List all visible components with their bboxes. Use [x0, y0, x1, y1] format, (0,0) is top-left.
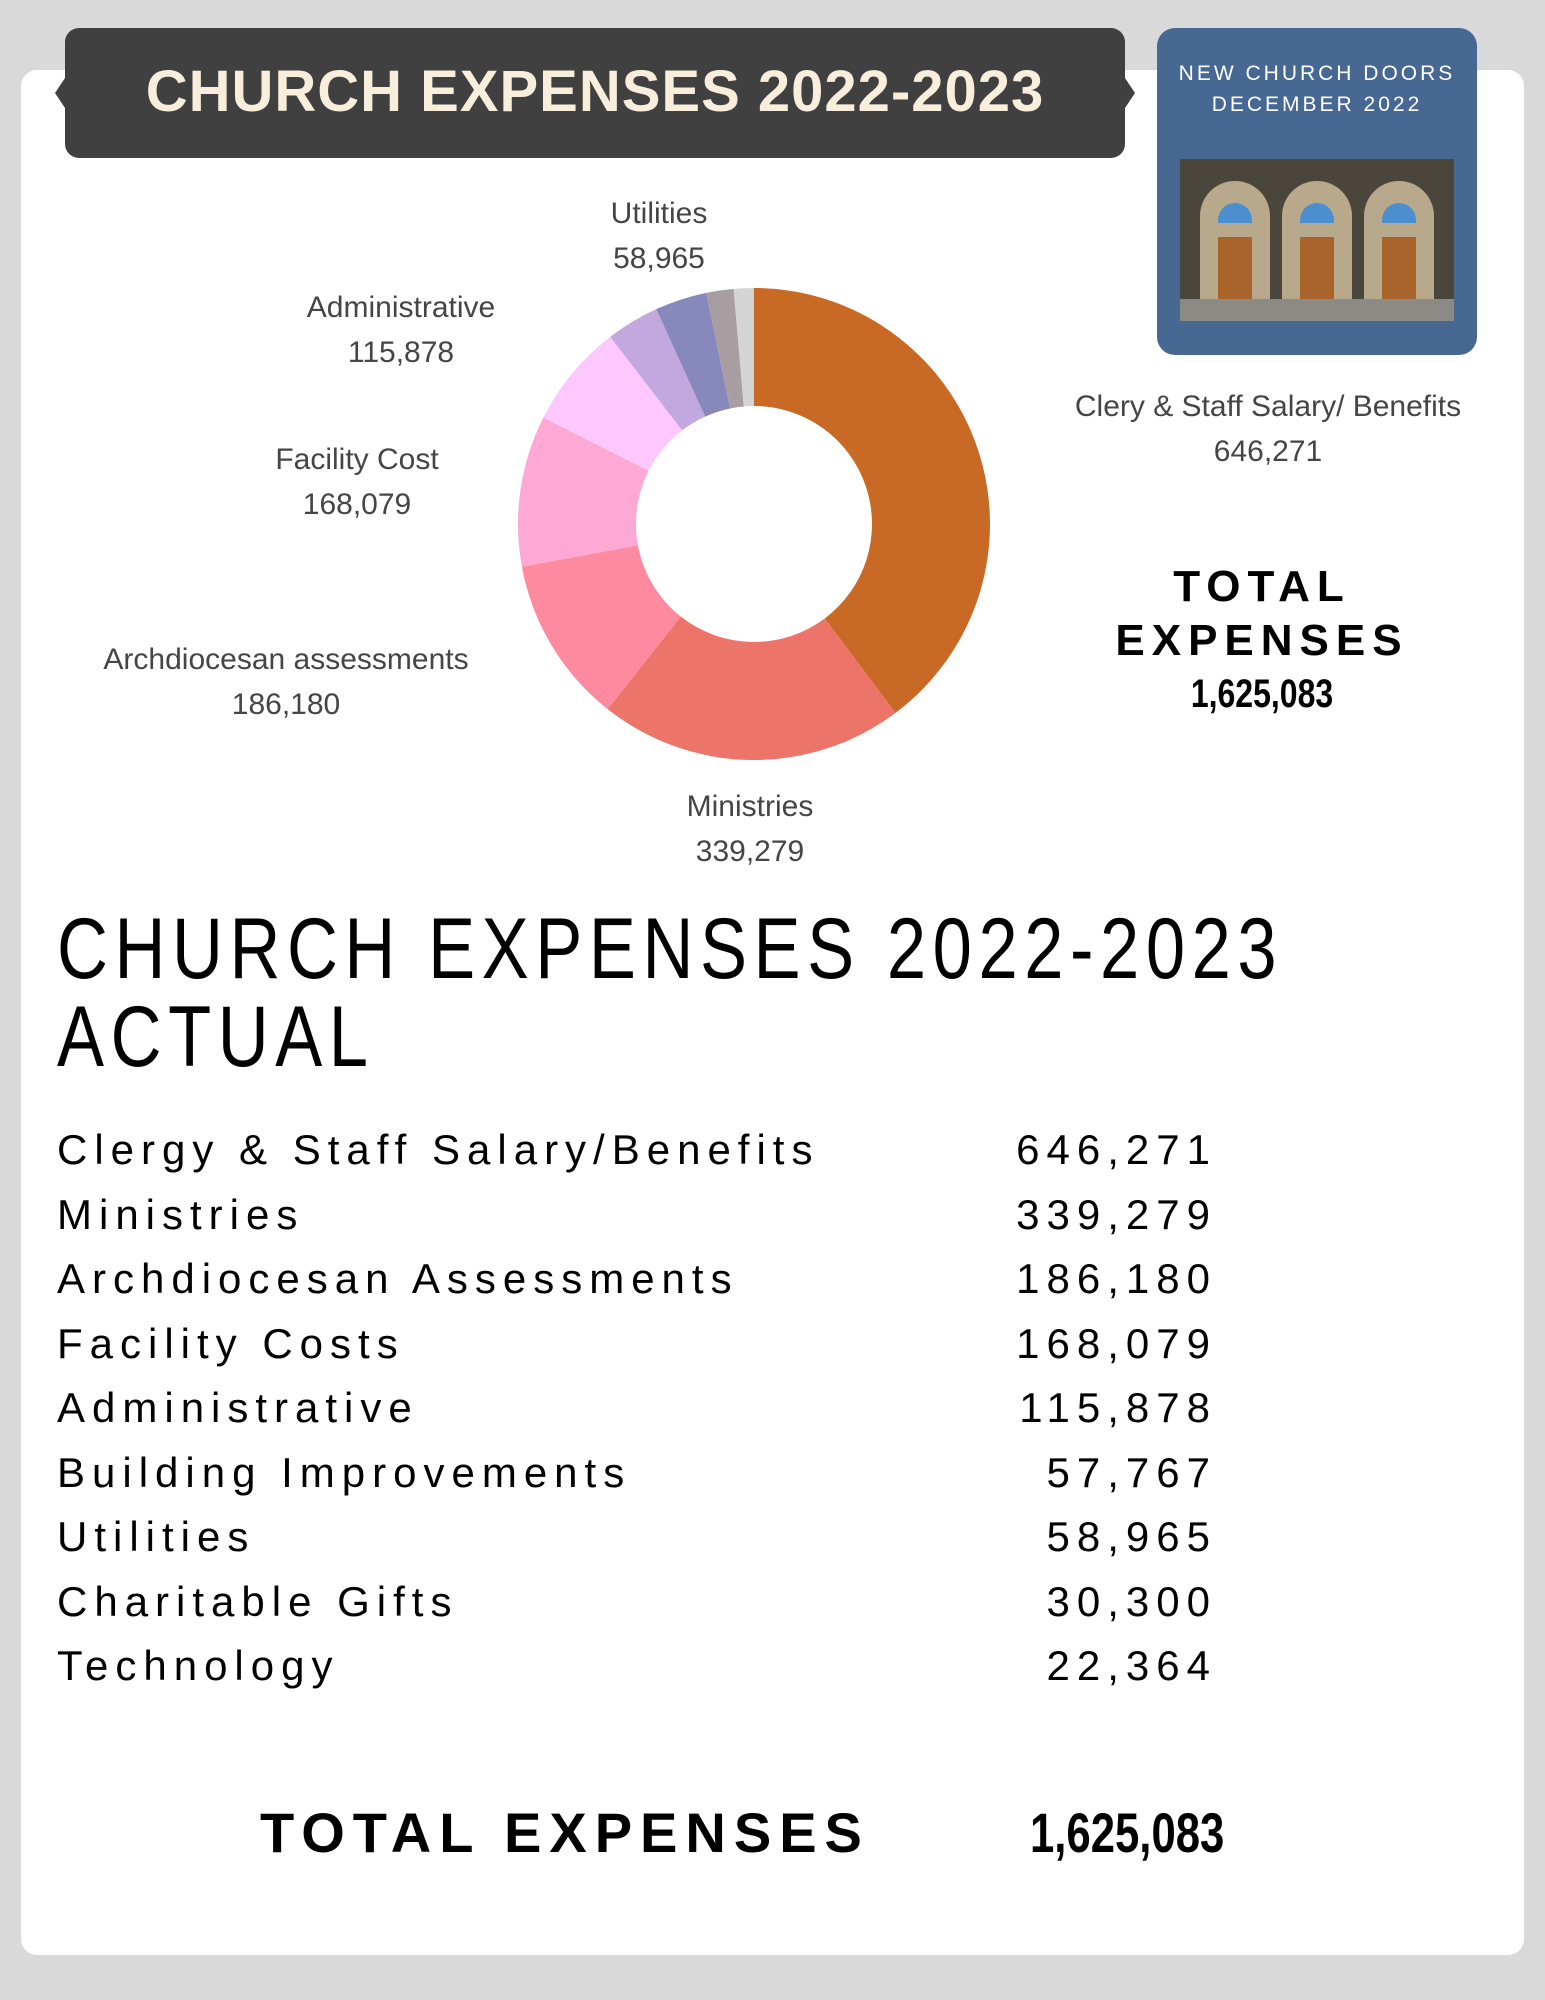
row-value: 339,279 — [1016, 1190, 1217, 1238]
expense-table: Clergy & Staff Salary/Benefits 646,271 Min… — [57, 1118, 1217, 1699]
grand-total-value: 1,625,083 — [1030, 1801, 1225, 1864]
row-value: 58,965 — [1046, 1513, 1217, 1561]
row-label: Administrative — [57, 1384, 419, 1432]
row-value: 57,767 — [1046, 1448, 1217, 1496]
table-row: Facility Costs 168,079 — [57, 1312, 1217, 1377]
label-ministries: Ministries 339,279 — [686, 790, 814, 868]
donut-slice-clery-staff-salary-benefits — [754, 288, 990, 713]
row-value: 30,300 — [1046, 1577, 1217, 1625]
church-doors-photo — [1180, 159, 1454, 321]
grand-total-label: TOTAL EXPENSES — [260, 1801, 870, 1864]
side-total-value: 1,625,083 — [1190, 672, 1334, 716]
row-value: 22,364 — [1046, 1642, 1217, 1690]
table-row: Clergy & Staff Salary/Benefits 646,271 — [57, 1118, 1217, 1183]
arch-left — [1200, 181, 1270, 301]
label-facility: Facility Cost 168,079 — [275, 443, 439, 521]
side-total: TOTAL EXPENSES 1,625,083 — [1115, 560, 1408, 720]
table-row: Charitable Gifts 30,300 — [57, 1570, 1217, 1635]
row-label: Clergy & Staff Salary/Benefits — [57, 1126, 820, 1174]
arch-right — [1364, 181, 1434, 301]
row-label: Technology — [57, 1642, 340, 1690]
table-row: Administrative 115,878 — [57, 1376, 1217, 1441]
heading-line1: CHURCH EXPENSES 2022-2023 — [57, 901, 1284, 997]
section-heading: CHURCH EXPENSES 2022-2023 ACTUAL — [57, 905, 1283, 1081]
donut-slice-charitable-gifts — [706, 288, 744, 409]
row-value: 646,271 — [1016, 1126, 1217, 1174]
title-banner: CHURCH EXPENSES 2022-2023 — [55, 28, 1135, 158]
label-archdiocesan: Archdiocesan assessments 186,180 — [103, 643, 469, 721]
heading-line2: ACTUAL — [57, 989, 375, 1085]
row-label: Utilities — [57, 1513, 256, 1561]
steps — [1180, 299, 1454, 321]
row-value: 186,180 — [1016, 1255, 1217, 1303]
table-row: Building Improvements 57,767 — [57, 1441, 1217, 1506]
side-total-line2: EXPENSES — [1115, 616, 1409, 665]
row-label: Facility Costs — [57, 1319, 405, 1367]
donut-slice-archdiocesan-assessments — [521, 545, 681, 710]
table-row: Utilities 58,965 — [57, 1505, 1217, 1570]
label-utilities: Utilities 58,965 — [610, 197, 708, 275]
donut-slice-technology — [733, 288, 754, 407]
photo-caption-line2: DECEMBER 2022 — [1211, 93, 1423, 116]
row-label: Archdiocesan Assessments — [57, 1255, 739, 1303]
photo-caption-line1: NEW CHURCH DOORS — [1178, 62, 1456, 85]
table-row: Ministries 339,279 — [57, 1183, 1217, 1248]
donut-slice-ministries — [607, 616, 896, 760]
donut-chart — [518, 288, 990, 760]
photo-card: NEW CHURCH DOORS DECEMBER 2022 — [1157, 28, 1477, 355]
donut-slice-administrative — [543, 336, 683, 471]
label-salary: Clery & Staff Salary/ Benefits 646,271 — [1074, 390, 1462, 468]
photo-caption: NEW CHURCH DOORS DECEMBER 2022 — [1157, 58, 1477, 120]
side-total-line1: TOTAL — [1173, 562, 1351, 611]
donut-slice-building-improvements — [656, 292, 731, 417]
label-administrative: Administrative 115,878 — [306, 291, 496, 369]
table-row: Archdiocesan Assessments 186,180 — [57, 1247, 1217, 1312]
row-value: 168,079 — [1016, 1319, 1217, 1367]
row-label: Ministries — [57, 1190, 305, 1238]
row-label: Charitable Gifts — [57, 1577, 459, 1625]
row-label: Building Improvements — [57, 1448, 632, 1496]
donut-slice-facility-cost — [518, 417, 649, 567]
banner-title: CHURCH EXPENSES 2022-2023 — [145, 59, 1045, 124]
arch-center — [1282, 181, 1352, 301]
row-value: 115,878 — [1019, 1384, 1217, 1432]
donut-slice-utilities — [610, 309, 706, 431]
table-row: Technology 22,364 — [57, 1634, 1217, 1699]
